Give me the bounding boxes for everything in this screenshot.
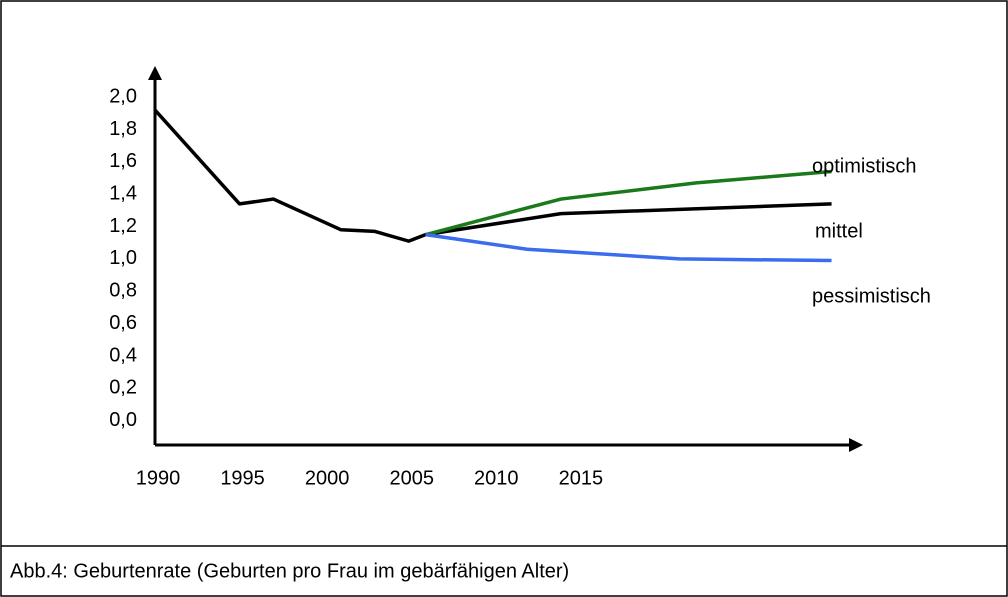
series-line [153, 108, 832, 243]
series-label: pessimistisch [812, 285, 931, 307]
y-tick-label: 0,6 [109, 312, 137, 334]
series-line [425, 169, 832, 237]
y-tick-label: 1,4 [109, 182, 137, 204]
x-tick-label: 2000 [305, 467, 350, 489]
y-tick-label: 1,2 [109, 215, 137, 237]
series-label: optimistisch [812, 155, 916, 177]
y-tick-label: 1,8 [109, 118, 137, 140]
series-label: mittel [815, 220, 863, 242]
x-axis-arrow [849, 438, 863, 452]
series-line [425, 232, 832, 263]
x-tick-label: 1990 [136, 467, 181, 489]
x-tick-label: 2010 [474, 467, 519, 489]
y-tick-label: 1,6 [109, 150, 137, 172]
y-tick-label: 1,0 [109, 247, 137, 269]
y-axis-arrow [148, 66, 162, 80]
y-tick-label: 0,8 [109, 280, 137, 302]
y-tick-label: 0,4 [109, 344, 137, 366]
caption: Abb.4: Geburtenrate (Geburten pro Frau i… [10, 560, 569, 582]
x-tick-label: 1995 [220, 467, 265, 489]
y-tick-label: 2,0 [109, 85, 137, 107]
x-tick-label: 2005 [389, 467, 434, 489]
x-tick-label: 2015 [559, 467, 604, 489]
y-tick-label: 0,0 [109, 409, 137, 431]
y-tick-label: 0,2 [109, 377, 137, 399]
